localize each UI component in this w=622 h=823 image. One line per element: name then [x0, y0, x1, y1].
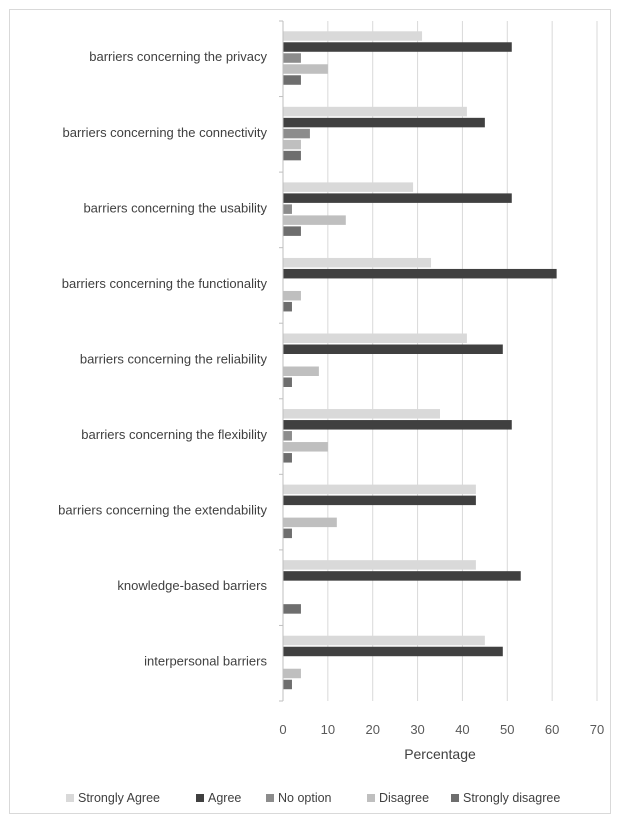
x-tick-label: 40 [455, 722, 469, 737]
bar-2-no-option [283, 128, 310, 139]
legend-label-strongly-disagree: Strongly disagree [463, 791, 560, 805]
bar-chart: 0 10 20 30 40 50 60 70 barriers concerning the … [58, 20, 604, 805]
x-tick-label: 50 [500, 722, 514, 737]
bar-9-agree [283, 646, 503, 657]
x-tick-label: 0 [279, 722, 286, 737]
category-label: barriers concerning the reliability [80, 351, 268, 366]
category-label: barriers concerning the extendability [58, 503, 267, 518]
bar-5-disagree [283, 366, 319, 376]
bar-8-agree [283, 571, 521, 581]
bar-5-agree [283, 344, 503, 354]
x-tick-label: 10 [321, 722, 335, 737]
bar-7-strongly-disagree [283, 528, 292, 539]
bar-3-agree [283, 193, 512, 203]
bar-3-strongly-agree [283, 182, 414, 192]
bar-6-disagree [283, 442, 328, 452]
bar-2-strongly-disagree [283, 150, 301, 161]
bar-9-strongly-agree [283, 635, 485, 646]
bar-2-strongly-agree [283, 106, 467, 117]
legend-swatch-strongly-disagree [451, 794, 459, 802]
legend: Strongly Agree Agree No option Disagree Stro… [66, 791, 560, 805]
bar-1-disagree [283, 64, 328, 74]
bar-6-strongly-agree [283, 409, 440, 419]
x-tick-label: 20 [365, 722, 379, 737]
bar-4-strongly-disagree [283, 301, 292, 312]
bar-5-strongly-disagree [283, 377, 292, 387]
bar-1-strongly-agree [283, 31, 423, 41]
legend-swatch-agree [196, 794, 204, 802]
category-label: barriers concerning the privacy [89, 49, 267, 64]
bar-7-disagree [283, 517, 337, 528]
legend-label-disagree: Disagree [379, 791, 429, 805]
category-label: knowledge-based barriers [117, 578, 267, 593]
x-tick-label: 30 [410, 722, 424, 737]
bar-4-strongly-agree [283, 257, 432, 268]
chart-frame: 0 10 20 30 40 50 60 70 barriers concerning the … [9, 9, 611, 814]
legend-swatch-no-option [266, 794, 274, 802]
bar-2-disagree [283, 139, 301, 150]
category-label: barriers concerning the connectivity [63, 125, 268, 140]
legend-swatch-disagree [367, 794, 375, 802]
x-axis-title: Percentage [404, 746, 476, 762]
category-label: barriers concerning the functionality [62, 276, 268, 291]
bar-3-strongly-disagree [283, 226, 301, 236]
legend-label-agree: Agree [208, 791, 241, 805]
bar-6-agree [283, 420, 512, 430]
bar-6-no-option [283, 431, 292, 441]
bar-8-strongly-agree [283, 560, 476, 570]
bar-3-disagree [283, 215, 346, 225]
bar-4-agree [283, 268, 557, 279]
category-label: barriers concerning the flexibility [81, 427, 267, 442]
bar-3-no-option [283, 204, 292, 214]
bar-1-agree [283, 42, 512, 52]
bar-4-disagree [283, 290, 301, 301]
bar-8-strongly-disagree [283, 604, 301, 614]
bar-9-strongly-disagree [283, 679, 292, 690]
x-tick-label: 70 [590, 722, 604, 737]
x-tick-label: 60 [545, 722, 559, 737]
bar-1-strongly-disagree [283, 75, 301, 85]
category-label: interpersonal barriers [144, 654, 267, 669]
bar-7-strongly-agree [283, 484, 476, 495]
bar-6-strongly-disagree [283, 453, 292, 463]
category-label: barriers concerning the usability [83, 200, 267, 215]
bar-7-agree [283, 495, 476, 506]
legend-swatch-strongly-agree [66, 794, 74, 802]
legend-label-no-option: No option [278, 791, 332, 805]
bar-5-strongly-agree [283, 333, 467, 343]
bar-1-no-option [283, 53, 301, 63]
gridlines [327, 21, 598, 701]
bar-2-agree [283, 117, 485, 128]
category-labels: barriers concerning the privacy barriers … [58, 49, 267, 668]
bars [283, 31, 557, 690]
legend-label-strongly-agree: Strongly Agree [78, 791, 160, 805]
axes: 0 10 20 30 40 50 60 70 [279, 20, 604, 737]
bar-9-disagree [283, 668, 301, 679]
